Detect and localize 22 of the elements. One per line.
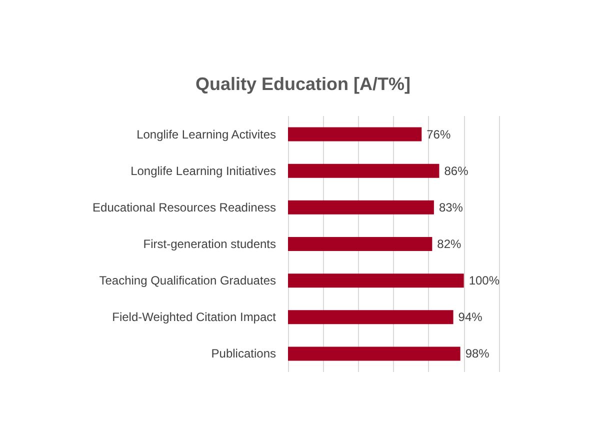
y-tick-label: Longlife Learning Activites	[136, 127, 276, 142]
data-label: 76%	[426, 127, 451, 142]
data-label: 86%	[444, 164, 469, 178]
y-tick-label: Field-Weighted Citation Impact	[112, 310, 277, 324]
bar	[288, 237, 432, 251]
y-tick-label: Teaching Qualification Graduates	[99, 274, 276, 288]
chart-title: Quality Education [A/T%]	[195, 74, 411, 94]
bar	[288, 127, 422, 142]
data-label: 83%	[438, 200, 464, 214]
data-label: 98%	[465, 346, 490, 361]
data-label: 100%	[468, 274, 500, 288]
bar	[288, 346, 460, 361]
y-tick-label: Educational Resources Readiness	[92, 200, 276, 214]
data-label: 82%	[437, 237, 462, 251]
data-label: 94%	[458, 310, 483, 324]
y-tick-label: First-generation students	[143, 237, 276, 251]
bar	[288, 200, 434, 214]
bar	[288, 164, 440, 178]
bar	[288, 310, 454, 324]
bar	[288, 274, 464, 288]
y-tick-label: Publications	[211, 346, 276, 361]
y-tick-label: Longlife Learning Initiatives	[130, 164, 276, 178]
